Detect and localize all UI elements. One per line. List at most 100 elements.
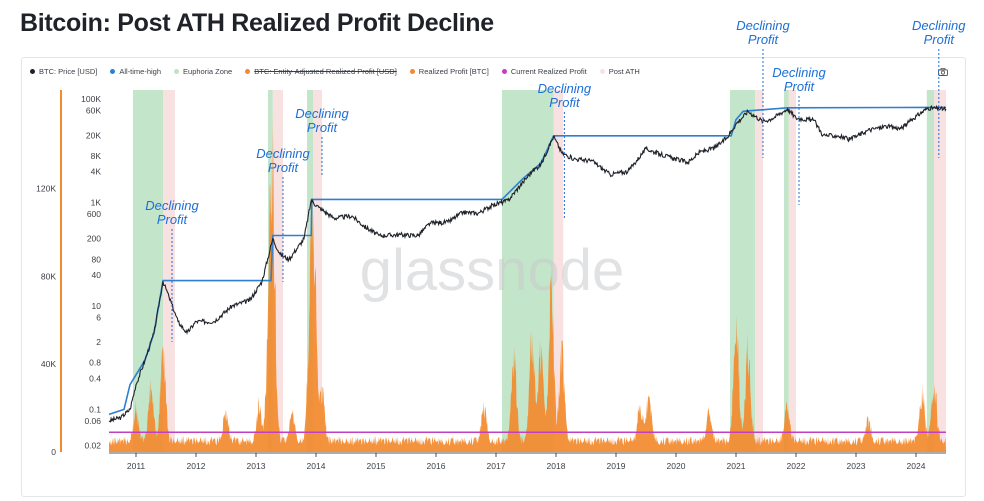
post-ath-zone bbox=[272, 90, 283, 452]
price-line bbox=[108, 104, 947, 423]
y-left-tick-label: 8K bbox=[91, 151, 102, 161]
y-left-tick-label: 6 bbox=[96, 312, 101, 322]
legend-label: Current Realized Profit bbox=[510, 67, 587, 76]
y-left-tick-label: 0.8 bbox=[89, 358, 101, 368]
legend-item-euphoria[interactable]: Euphoria Zone bbox=[174, 67, 232, 76]
y-left-tick-label: 600 bbox=[87, 209, 101, 219]
realized-profit-layer bbox=[109, 114, 946, 453]
annotation-text-line-2: Profit bbox=[924, 32, 956, 47]
x-tick-label: 2018 bbox=[547, 461, 566, 471]
legend-label: BTC: Entity-Adjusted Realized Profit [US… bbox=[254, 67, 397, 76]
y-left-tick-label: 80 bbox=[92, 254, 102, 264]
post-ath-zone bbox=[755, 90, 763, 452]
post-ath-zone bbox=[163, 90, 175, 452]
y-left-tick-label: 2 bbox=[96, 337, 101, 347]
y-left-tick-label: 100K bbox=[81, 94, 101, 104]
legend-swatch-post-ath bbox=[599, 69, 605, 74]
legend-item-post-ath[interactable]: Post ATH bbox=[599, 67, 640, 76]
y-left-tick-label: 10 bbox=[92, 301, 102, 311]
x-tick-label: 2011 bbox=[127, 461, 146, 471]
chart-legend: BTC: Price [USD] All-time-high Euphoria … bbox=[30, 67, 640, 76]
annotation-text-line-2: Profit bbox=[268, 160, 300, 175]
annotation-text-line-2: Profit bbox=[549, 95, 581, 110]
legend-label: Post ATH bbox=[608, 67, 640, 76]
legend-label: Euphoria Zone bbox=[183, 67, 233, 76]
euphoria-zone bbox=[502, 90, 554, 452]
legend-swatch-euphoria bbox=[174, 69, 180, 74]
y-right-tick-label: 120K bbox=[36, 184, 56, 194]
legend-item-entity-adjusted-profit[interactable]: BTC: Entity-Adjusted Realized Profit [US… bbox=[245, 67, 397, 76]
post-ath-zone bbox=[313, 90, 322, 452]
annotation-text-line-1: Declining bbox=[295, 106, 349, 121]
y-left-tick-label: 20K bbox=[86, 130, 101, 140]
x-tick-label: 2015 bbox=[367, 461, 386, 471]
euphoria-zone bbox=[784, 90, 789, 452]
annotation-text-line-1: Declining bbox=[912, 18, 966, 33]
legend-item-current-profit[interactable]: Current Realized Profit bbox=[501, 67, 587, 76]
x-tick-label: 2023 bbox=[847, 461, 866, 471]
y-left-tick-label: 0.06 bbox=[84, 416, 101, 426]
chart-frame bbox=[21, 57, 966, 497]
euphoria-zone bbox=[926, 90, 934, 452]
legend-label: All-time-high bbox=[119, 67, 162, 76]
watermark: glassnode bbox=[360, 238, 624, 303]
legend-item-btc-price[interactable]: BTC: Price [USD] bbox=[30, 67, 97, 76]
y-left-tick-label: 40 bbox=[92, 270, 102, 280]
x-tick-label: 2020 bbox=[667, 461, 686, 471]
x-tick-label: 2024 bbox=[907, 461, 926, 471]
annotation-text-line-1: Declining bbox=[538, 81, 592, 96]
annotation-text-line-1: Declining bbox=[772, 65, 826, 80]
annotation-text-line-2: Profit bbox=[307, 120, 339, 135]
x-tick-label: 2017 bbox=[487, 461, 506, 471]
x-tick-label: 2012 bbox=[187, 461, 206, 471]
annotations-layer: DecliningProfitDecliningProfitDecliningP… bbox=[145, 18, 966, 342]
annotation-text-line-1: Declining bbox=[256, 146, 310, 161]
legend-swatch-btc-price bbox=[30, 69, 35, 74]
legend-swatch-realized-profit bbox=[409, 69, 415, 74]
x-tick-label: 2021 bbox=[727, 461, 746, 471]
y-left-tick-label: 0.4 bbox=[89, 373, 101, 383]
x-tick-label: 2014 bbox=[307, 461, 326, 471]
y-right-tick-label: 40K bbox=[41, 359, 56, 369]
y-right-tick-label: 80K bbox=[41, 271, 56, 281]
post-ath-zone bbox=[553, 90, 564, 452]
x-tick-label: 2022 bbox=[787, 461, 806, 471]
annotation-text-line-2: Profit bbox=[157, 212, 189, 227]
camera-icon[interactable] bbox=[938, 68, 948, 76]
legend-swatch-entity-adjusted-profit bbox=[245, 69, 251, 74]
x-tick-label: 2019 bbox=[607, 461, 626, 471]
annotation-text-line-1: Declining bbox=[145, 198, 199, 213]
x-tick-label: 2013 bbox=[247, 461, 266, 471]
price-layer bbox=[108, 104, 947, 423]
post-ath-zone bbox=[934, 90, 946, 452]
y-left-tick-label: 200 bbox=[87, 234, 101, 244]
euphoria-zone bbox=[133, 90, 163, 452]
y-left-tick-label: 1K bbox=[91, 198, 102, 208]
legend-label: BTC: Price [USD] bbox=[39, 67, 98, 76]
realized-profit-area bbox=[109, 114, 946, 453]
annotation-text-line-1: Declining bbox=[736, 18, 790, 33]
y-left-tick-label: 0.1 bbox=[89, 404, 101, 414]
legend-label: Realized Profit [BTC] bbox=[418, 67, 489, 76]
legend-swatch-ath bbox=[110, 69, 116, 74]
x-tick-label: 2016 bbox=[427, 461, 446, 471]
y-left-tick-label: 60K bbox=[86, 106, 101, 116]
page-title: Bitcoin: Post ATH Realized Profit Declin… bbox=[20, 9, 494, 37]
legend-swatch-current-profit bbox=[501, 69, 507, 74]
legend-item-ath[interactable]: All-time-high bbox=[110, 67, 161, 76]
y-right-tick-label: 0 bbox=[51, 447, 56, 457]
y-left-tick-label: 0.02 bbox=[84, 441, 101, 451]
y-left-tick-label: 4K bbox=[91, 166, 102, 176]
annotation-text-line-2: Profit bbox=[784, 79, 816, 94]
legend-item-realized-profit[interactable]: Realized Profit [BTC] bbox=[409, 67, 489, 76]
annotation-text-line-2: Profit bbox=[748, 32, 780, 47]
